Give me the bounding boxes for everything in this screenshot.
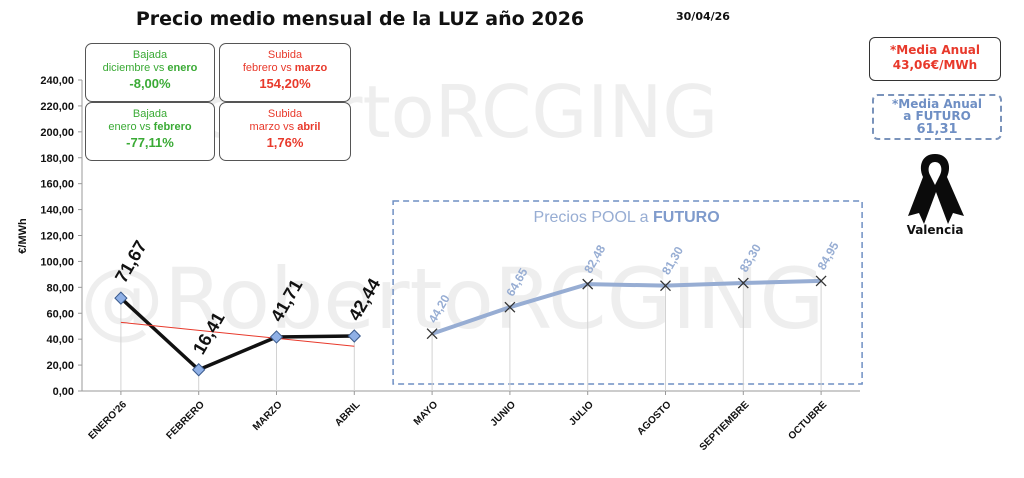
change-box-value: 154,20%: [259, 76, 311, 91]
x-tick-label: JULIO: [567, 399, 596, 428]
mourning-label: Valencia: [906, 223, 964, 237]
data-point-future: [426, 328, 438, 340]
future-region-box: [392, 200, 863, 385]
future-average-box: *Media Anual a FUTURO 61,31: [872, 94, 1002, 140]
change-box-type: Bajada: [132, 49, 168, 61]
x-tick-label: JUNIO: [489, 399, 519, 429]
y-tick-label: 100,00: [40, 256, 74, 268]
future-price-line: [431, 278, 822, 336]
y-tick-label: 120,00: [40, 231, 74, 243]
y-tick-label: 200,00: [40, 127, 74, 139]
data-point-actual: [347, 329, 362, 343]
black-ribbon-icon: [908, 154, 964, 224]
change-box-period: marzo vs abril: [249, 121, 321, 133]
change-box-value: 1,76%: [266, 135, 304, 150]
change-box-period: febrero vs marzo: [242, 62, 328, 74]
change-box-type: Subida: [267, 108, 303, 120]
x-tick-label: OCTUBRE: [786, 399, 829, 442]
data-label-future: 44,20: [426, 292, 453, 325]
change-box-value: -8,00%: [129, 76, 171, 91]
y-tick-label: 60,00: [46, 308, 74, 320]
future-average-value: 61,31: [916, 122, 958, 137]
y-tick-label: 180,00: [40, 153, 74, 165]
change-box-feb-mar: Subida febrero vs marzo 154,20%: [219, 43, 351, 102]
data-point-future: [660, 280, 671, 292]
change-box-dec-jan: Bajada diciembre vs enero -8,00%: [85, 43, 215, 102]
change-box-type: Bajada: [132, 108, 168, 120]
y-tick-label: 160,00: [40, 179, 74, 191]
y-tick-label: 220,00: [40, 101, 74, 113]
x-tick-label: MAYO: [412, 399, 440, 427]
annual-average-label: *Media Anual: [890, 43, 980, 57]
data-point-actual: [114, 291, 128, 305]
data-label-actual: 42,44: [344, 275, 384, 324]
chart-title: Precio medio mensual de la LUZ año 2026: [135, 8, 585, 30]
data-point-actual: [191, 363, 206, 377]
annual-average-value: 43,06€/MWh: [892, 58, 978, 72]
change-box-value: -77,11%: [126, 135, 174, 150]
change-box-period: diciembre vs enero: [102, 62, 198, 74]
trend-line: [120, 321, 355, 347]
x-tick-label: ENERO'26: [87, 399, 130, 442]
x-tick-label: FEBRERO: [164, 399, 207, 442]
x-tick-label: AGOSTO: [635, 399, 673, 437]
data-label-future: 83,30: [737, 241, 764, 274]
annual-average-box: *Media Anual 43,06€/MWh: [869, 37, 1001, 81]
future-region-label-a: Precios POOL a: [534, 209, 653, 226]
x-tick-label: MARZO: [251, 399, 285, 433]
change-box-jan-feb: Bajada enero vs febrero -77,11%: [85, 102, 215, 161]
watermark-bottom: @RobertoRCGING: [80, 250, 825, 348]
change-box-mar-apr: Subida marzo vs abril 1,76%: [219, 102, 351, 161]
data-label-actual: 71,67: [111, 237, 151, 286]
x-tick-label: ABRIL: [333, 399, 362, 428]
data-point-future: [504, 301, 516, 313]
actual-price-line: [119, 296, 355, 372]
data-point-actual: [269, 330, 284, 344]
y-tick-label: 40,00: [46, 334, 74, 346]
data-label-future: 81,30: [659, 244, 686, 277]
data-label-future: 64,65: [503, 265, 530, 298]
y-tick-label: 0,00: [53, 386, 74, 398]
future-average-label: *Media Anual: [892, 97, 982, 111]
data-label-actual: 41,71: [267, 276, 307, 325]
y-axis-label: €/MWh: [17, 218, 29, 254]
data-label-future: 84,95: [815, 239, 842, 272]
data-label-future: 82,48: [581, 242, 608, 275]
y-tick-label: 20,00: [46, 360, 74, 372]
report-date: 30/04/26: [676, 10, 730, 23]
x-tick-label: SEPTIEMBRE: [698, 399, 752, 453]
future-region-label: Precios POOL a FUTURO: [534, 209, 720, 226]
future-region-label-b: FUTURO: [653, 209, 720, 226]
y-tick-label: 240,00: [40, 75, 74, 87]
future-average-sublabel: a FUTURO: [903, 109, 971, 123]
y-tick-label: 80,00: [46, 282, 74, 294]
data-point-future: [815, 275, 827, 287]
data-point-future: [737, 277, 749, 289]
change-box-type: Subida: [267, 49, 303, 61]
change-box-period: enero vs febrero: [108, 121, 192, 133]
y-tick-label: 140,00: [40, 205, 74, 217]
data-point-future: [582, 278, 594, 290]
